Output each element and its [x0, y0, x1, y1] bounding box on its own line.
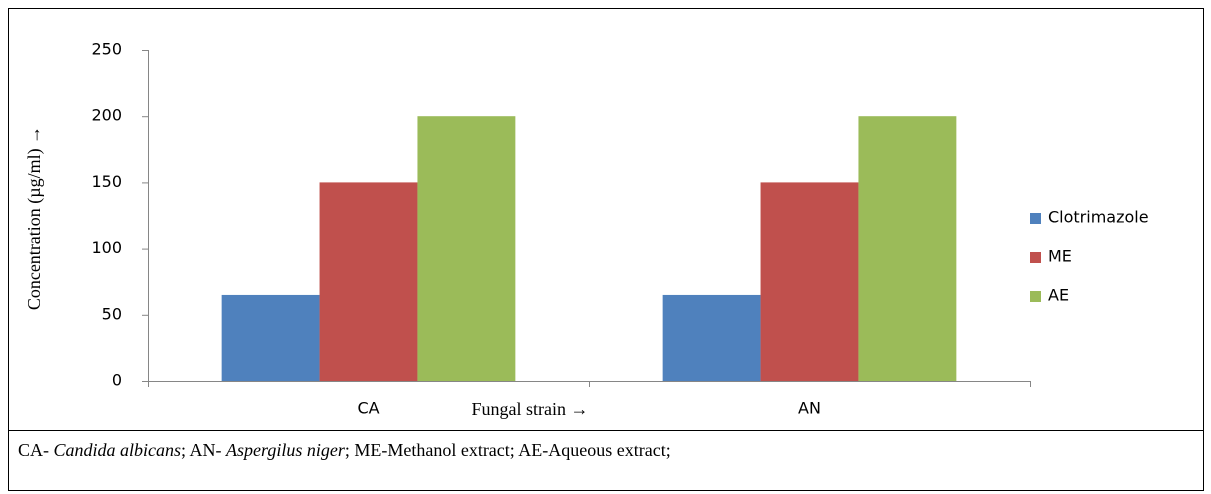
y-tick-label: 200 — [91, 106, 122, 125]
legend-label: ME — [1048, 247, 1072, 266]
legend-label: AE — [1048, 286, 1069, 305]
caption-part: Aspergilus niger — [225, 440, 346, 460]
y-axis-label: Concentration (µg/ml) → — [24, 126, 45, 310]
y-tick-label: 150 — [91, 172, 122, 191]
x-tick-label: CA — [357, 399, 379, 418]
y-tick-label: 0 — [112, 371, 122, 390]
caption-part: ; ME-Methanol extract; AE-Aqueous extrac… — [345, 440, 671, 460]
x-tick-label: AN — [798, 399, 821, 418]
legend-swatch — [1030, 291, 1041, 302]
bar — [221, 294, 320, 381]
bar — [319, 182, 418, 381]
legend-label: Clotrimazole — [1048, 208, 1149, 227]
legend-swatch — [1030, 252, 1041, 263]
y-tick-label: 50 — [102, 304, 122, 323]
caption-part: Candida albicans — [54, 440, 182, 460]
x-axis-label: Fungal strain → — [472, 399, 589, 419]
bar — [417, 116, 516, 381]
bar — [662, 294, 761, 381]
caption-part: ; AN- — [181, 440, 226, 460]
bar — [858, 116, 957, 381]
legend-swatch — [1030, 213, 1041, 224]
caption-part: CA- — [18, 440, 54, 460]
y-tick-label: 250 — [91, 40, 122, 59]
caption: CA- Candida albicans; AN- Aspergilus nig… — [18, 440, 671, 460]
y-tick-label: 100 — [91, 238, 122, 257]
frame — [8, 8, 1204, 491]
bar — [760, 182, 859, 381]
